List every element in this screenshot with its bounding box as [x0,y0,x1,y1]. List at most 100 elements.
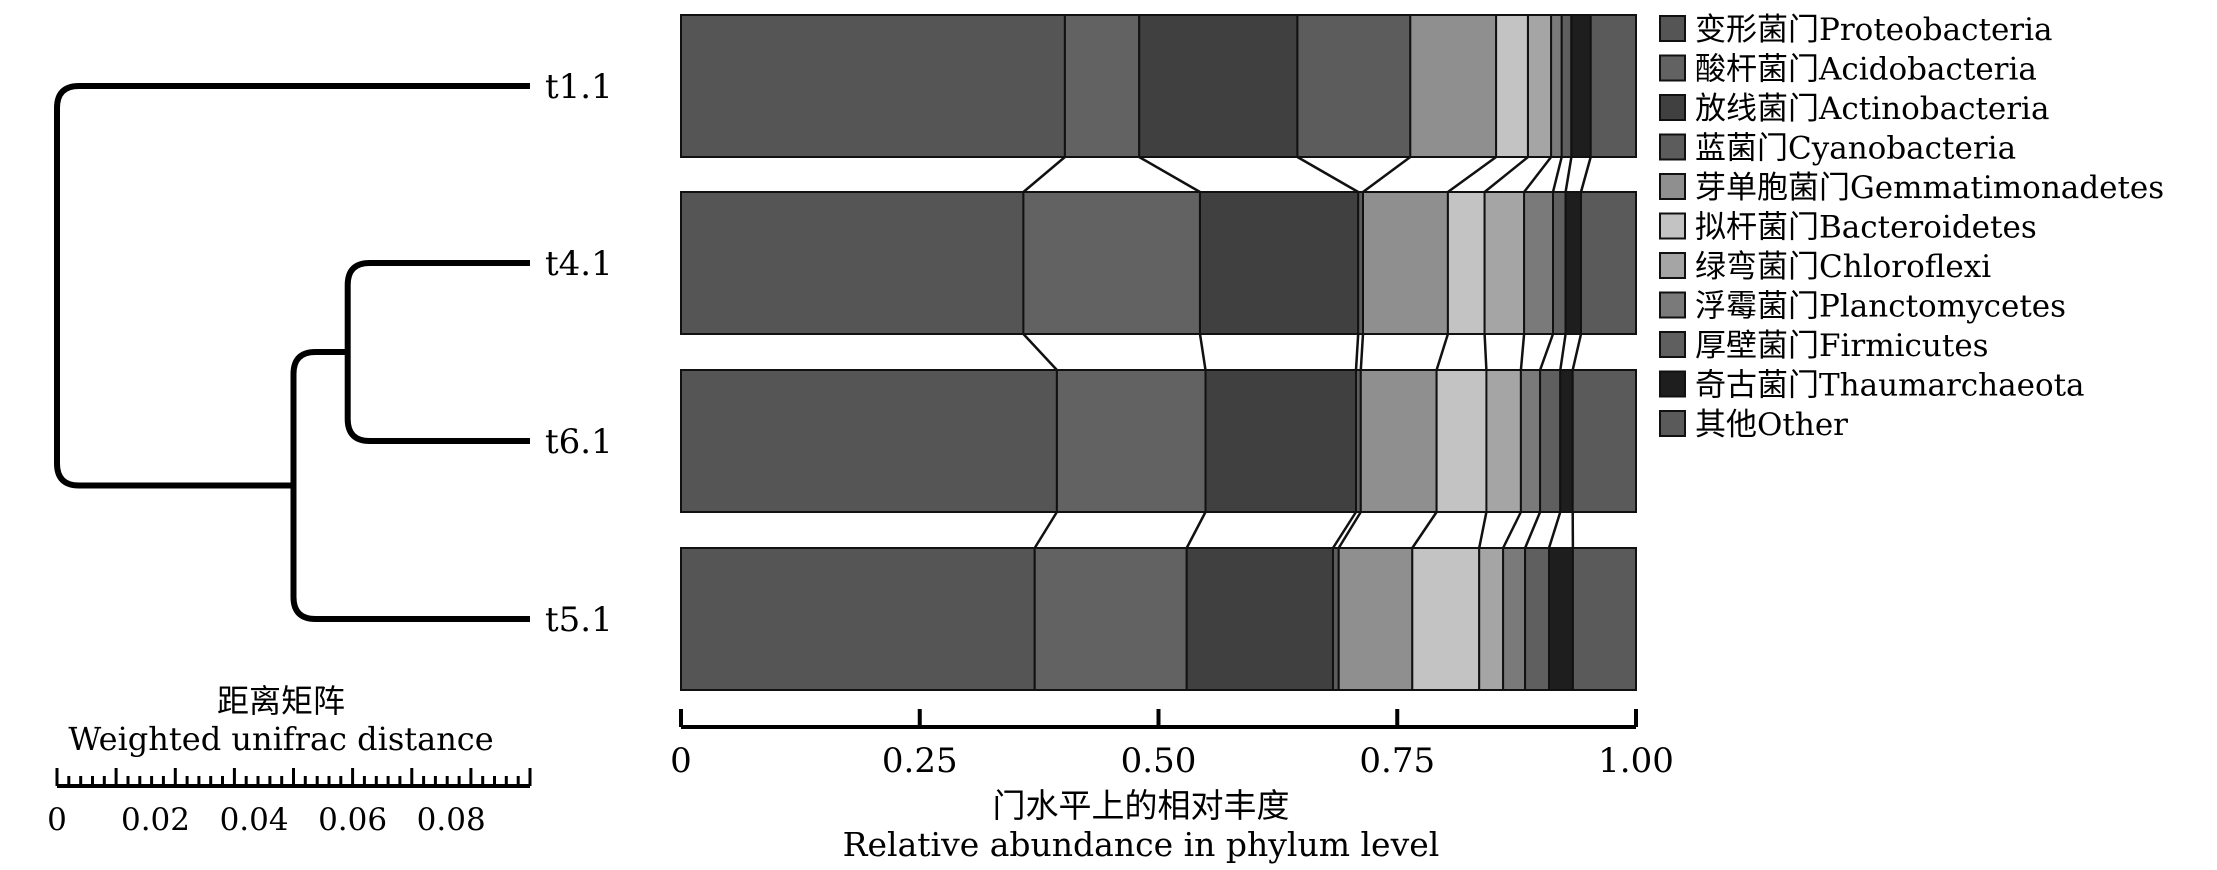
bar-segment [1446,191,1486,335]
bar-segment [1435,369,1488,513]
sample-label: t1.1 [545,67,613,107]
bar-segment [1063,14,1141,158]
bar-segment [1589,14,1637,158]
legend-label: 蓝菌门Cyanobacteria [1695,131,2016,167]
bar-segment [1199,191,1360,335]
segment-connector [1483,156,1529,193]
segment-connector [1477,511,1488,549]
segment-connector [1359,333,1365,371]
legend-item: 奇古菌门Thaumarchaeota [1659,368,2085,404]
distance-scale-bar: 0 0.02 0.04 0.06 0.08 [47,768,532,838]
legend-swatch [1659,252,1686,279]
bar-segment [1483,191,1526,335]
bar-segment [1478,547,1505,691]
distance-title: Weighted unifrac distance [68,720,493,758]
legend-swatch [1659,410,1686,437]
legend-item: 芽单胞菌门Gemmatimonadetes [1659,170,2164,206]
bar-row-t1.1 [680,14,1637,158]
legend-item: 变形菌门Proteobacteria [1659,12,2053,48]
x-axis-title: Relative abundance in phylum level [843,825,1440,864]
legend-swatch [1659,173,1686,200]
scale-tick-label: 0.04 [220,802,289,838]
legend-label: 放线菌门Actinobacteria [1695,91,2049,127]
legend-item: 厚壁菌门Firmicutes [1659,328,1989,364]
bar-segment [1550,14,1563,158]
bar-segment [1138,14,1299,158]
segment-connector [1022,333,1058,371]
legend-label: 芽单胞菌门Gemmatimonadetes [1695,170,2164,206]
bar-segment [1564,191,1582,335]
dendrogram-branch [290,596,530,622]
bar-segment [1523,191,1554,335]
legend-swatch [1659,15,1686,42]
segment-connector [1579,156,1592,193]
segment-connector [1337,511,1362,549]
x-tick-label: 0.50 [1121,741,1197,781]
segment-connector [1501,511,1523,549]
bar-segment [680,369,1058,513]
bar-row-t4.1 [680,191,1637,335]
bar-segment [1409,14,1498,158]
segment-connector [1538,333,1555,371]
bar-segment [1527,14,1553,158]
legend: 变形菌门Proteobacteria 酸杆菌门Acidobacteria放线菌门A… [1659,12,2164,443]
legend-item: 放线菌门Actinobacteria [1659,91,2049,127]
bar-segment [1560,14,1573,158]
bar-segment [1539,369,1562,513]
legend-label: 拟杆菌门Bacteroidetes [1695,210,2037,246]
legend-label: 酸杆菌门Acidobacteria [1695,52,2037,88]
sample-label: t4.1 [545,244,613,284]
legend-item: 其他Other [1659,407,1848,443]
bar-segment [1570,14,1592,158]
legend-swatch [1659,370,1686,398]
segment-connector [1362,155,1412,194]
segment-connector [1447,155,1497,194]
segment-connector [1138,155,1201,194]
bar-segment [1033,547,1188,691]
legend-swatch [1659,54,1686,82]
bar-segment [1495,14,1529,158]
bar-segment [1022,191,1201,335]
scale-tick-label: 0.02 [121,802,190,838]
segment-connector [1564,156,1573,193]
legend-label: 浮霉菌门Planctomycetes [1695,289,2066,325]
dendrogram-branch [54,83,530,109]
legend-item: 绿弯菌门Chloroflexi [1659,249,1991,285]
bar-segment [680,547,1036,691]
scale-tick-label: 0.06 [318,802,387,838]
sample-label: t6.1 [545,422,613,462]
bar-segment [1552,191,1567,335]
bar-segment [1055,369,1207,513]
segment-connector [1354,333,1360,371]
sample-label: t5.1 [545,600,613,640]
bar-segment [1337,547,1414,691]
legend-item: 酸杆菌门Acidobacteria [1659,52,2037,88]
legend-swatch [1659,133,1686,161]
x-tick-label: 0.25 [882,741,958,781]
scale-tick-label: 0 [47,802,67,838]
bar-row-t6.1 [680,369,1637,513]
dendrogram: t1.1 t4.1 t6.1 t5.1 [54,67,613,640]
legend-item: 蓝菌门Cyanobacteria [1659,131,2016,167]
bar-segment [1485,369,1522,513]
dendrogram-branch [344,418,530,444]
segment-connector [1435,333,1450,371]
bar-segment [680,14,1066,158]
bar-row-t5.1 [680,547,1638,691]
bar-segment [1359,369,1438,513]
bar-segment [1559,369,1574,513]
segment-connector [1519,333,1526,371]
segment-connector [1571,333,1583,371]
segment-connector [1411,511,1438,549]
x-axis-title-cn: 门水平上的相对丰度 [993,786,1290,825]
bar-segment [1571,547,1638,691]
legend-label: 厚壁菌门Firmicutes [1695,328,1989,364]
segment-connector [1185,511,1207,549]
bar-segment [1519,369,1542,513]
bar-segment [1296,14,1412,158]
bar-connectors [1022,155,1592,549]
dendrogram-branch [290,349,348,375]
x-axis: 0 0.25 0.50 0.75 1.00 [670,709,1674,781]
segment-connector [1331,511,1358,549]
legend-label: 变形菌门Proteobacteria [1695,12,2053,48]
